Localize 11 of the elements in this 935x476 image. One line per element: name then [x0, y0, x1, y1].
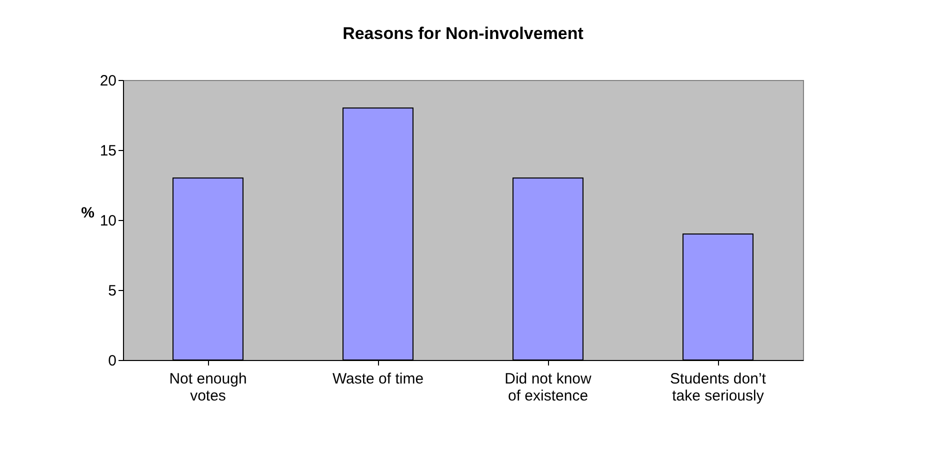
y-tick-label: 0 — [108, 352, 116, 370]
y-axis-title: % — [81, 204, 94, 222]
x-tick-label: Not enough votes — [169, 370, 247, 404]
y-tick-label: 5 — [108, 282, 116, 300]
y-tick-label: 15 — [100, 142, 116, 160]
chart-title: Reasons for Non-involvement — [342, 24, 584, 43]
x-tick-label: Did not know of existence — [504, 370, 592, 404]
x-tick-label: Waste of time — [332, 370, 424, 388]
x-tick-label: Students don’t take seriously — [670, 370, 767, 404]
y-tick-label: 10 — [100, 212, 116, 230]
y-tick-label: 20 — [100, 72, 116, 90]
